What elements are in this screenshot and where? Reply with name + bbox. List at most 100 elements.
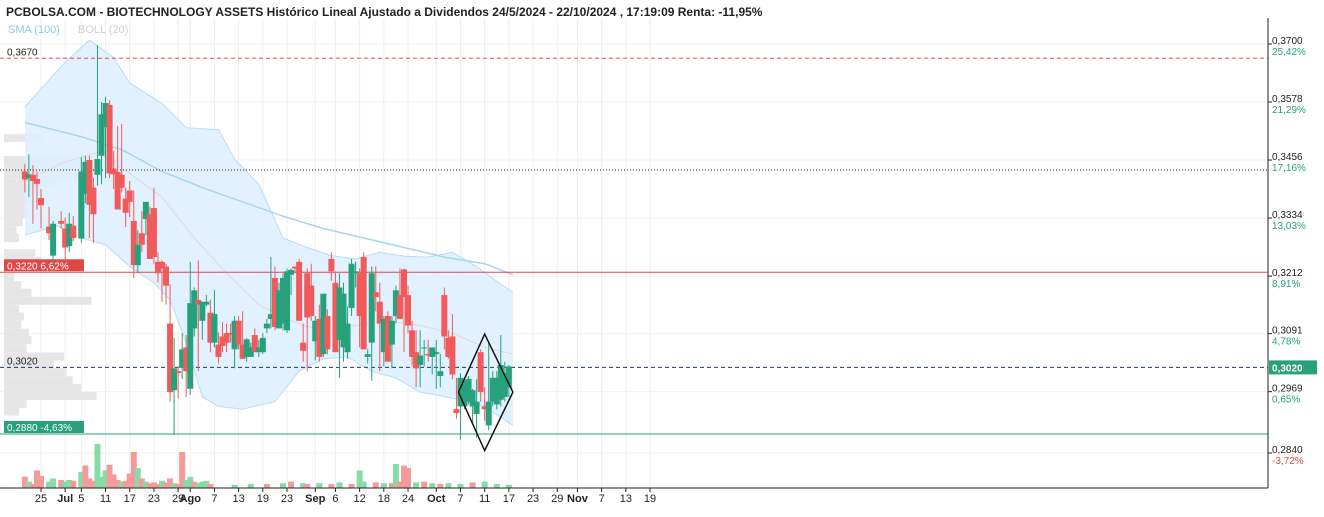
volume-bar [187, 476, 194, 488]
x-tick-label: 29 [551, 493, 563, 505]
x-tick-label: Nov [567, 493, 589, 505]
volume-bar [445, 483, 452, 488]
candle-body [243, 339, 250, 357]
candle-body [199, 301, 206, 321]
candle-body [372, 292, 379, 298]
candle-body [417, 355, 424, 366]
candle-body [473, 401, 480, 415]
x-tick-label: 6 [332, 493, 338, 505]
candle-body [191, 290, 198, 329]
legend-sma[interactable]: SMA (100) [8, 24, 60, 36]
volume-bar [70, 480, 77, 488]
volume-bar [356, 470, 363, 488]
x-tick-label: 17 [503, 493, 515, 505]
candle-body [38, 198, 44, 206]
candle-body [158, 261, 165, 269]
reference-label: 0,3020 [7, 356, 38, 367]
volume-profile-bar [4, 344, 27, 353]
candle-body [239, 344, 246, 359]
volume-bar [336, 482, 343, 488]
candle-body [142, 201, 149, 220]
candle-body [183, 347, 190, 372]
bollinger-lower [24, 225, 514, 426]
volume-bar [279, 483, 286, 488]
candle-body [146, 214, 153, 259]
candle-body [405, 295, 412, 326]
volume-bar [207, 484, 214, 488]
volume-bar [263, 484, 270, 488]
volume-profile-bar [4, 296, 92, 305]
volume-bar [405, 468, 412, 488]
candle-body [279, 277, 286, 324]
diamond-shape [457, 332, 514, 453]
candle-body [304, 273, 311, 318]
y-tick-percent: 25,42% [1272, 47, 1306, 58]
candle-body [86, 160, 93, 205]
x-tick-label: 29 [172, 493, 184, 505]
volume-profile-bar [4, 312, 24, 321]
x-tick-label: 23 [281, 493, 293, 505]
candle-body [469, 390, 476, 407]
x-tick-label: 13 [620, 493, 632, 505]
x-tick-label: 5 [78, 493, 84, 505]
x-tick-label: 17 [124, 493, 136, 505]
volume-profile-bar [4, 202, 27, 211]
candle-body [284, 271, 291, 331]
volume-profile-bar [4, 336, 32, 345]
volume-profile-bar [4, 234, 19, 243]
candle-body [441, 295, 448, 337]
candle-body [380, 318, 387, 353]
volume-bar [118, 481, 125, 488]
volume-bar [62, 481, 69, 488]
candle-body [259, 337, 266, 353]
x-tick-label: 18 [378, 493, 390, 505]
chart-title: PCBOLSA.COM - BIOTECHNOLOGY ASSETS Histó… [6, 5, 763, 19]
volume-profile-bar [4, 328, 29, 337]
volume-profile-bar [4, 407, 19, 416]
volume-bar [150, 482, 157, 488]
x-tick-label: 13 [233, 493, 245, 505]
candle-body [449, 336, 456, 375]
x-tick-label: 7 [599, 493, 605, 505]
candle-body [292, 266, 299, 269]
y-tick-percent: -3,72% [1272, 456, 1304, 467]
volume-bar [102, 470, 109, 488]
volume-bar [437, 484, 444, 488]
candle-body [247, 347, 254, 357]
candle-body [465, 378, 472, 402]
x-tick-label: 23 [148, 493, 160, 505]
x-tick-label: Ago [180, 493, 202, 505]
y-tick-price: 0,3091 [1272, 326, 1303, 337]
y-tick-price: 0,3578 [1272, 94, 1303, 105]
candle-body [130, 220, 137, 266]
candle-body [255, 347, 262, 353]
volume-bar [505, 484, 512, 488]
candle-body [126, 190, 133, 202]
candle-body [134, 244, 141, 266]
y-tick-price: 0,2840 [1272, 445, 1303, 456]
candle-body [421, 347, 428, 349]
volume-bar [316, 483, 323, 488]
candle-body [344, 323, 351, 353]
candle-body [409, 330, 416, 357]
candle-body [78, 171, 85, 239]
y-tick-price: 0,3334 [1272, 210, 1303, 221]
volume-profile-bar [4, 273, 14, 282]
x-tick-label: 12 [354, 493, 366, 505]
candle-body [58, 220, 65, 224]
candle-body [110, 168, 117, 175]
candle-body [118, 174, 125, 188]
reference-label: 0,3220 6,62% [7, 261, 69, 272]
candle-body [352, 271, 359, 274]
candle-body [376, 301, 383, 324]
volume-bar [21, 476, 28, 488]
volume-bar [481, 481, 488, 488]
volume-bar [158, 480, 165, 488]
candle-body [275, 290, 282, 329]
candle-body [429, 347, 436, 357]
volume-bar [300, 483, 307, 488]
legend-boll[interactable]: BOLL (20) [78, 24, 128, 36]
volume-bar [175, 484, 182, 488]
candle-body [175, 371, 182, 374]
